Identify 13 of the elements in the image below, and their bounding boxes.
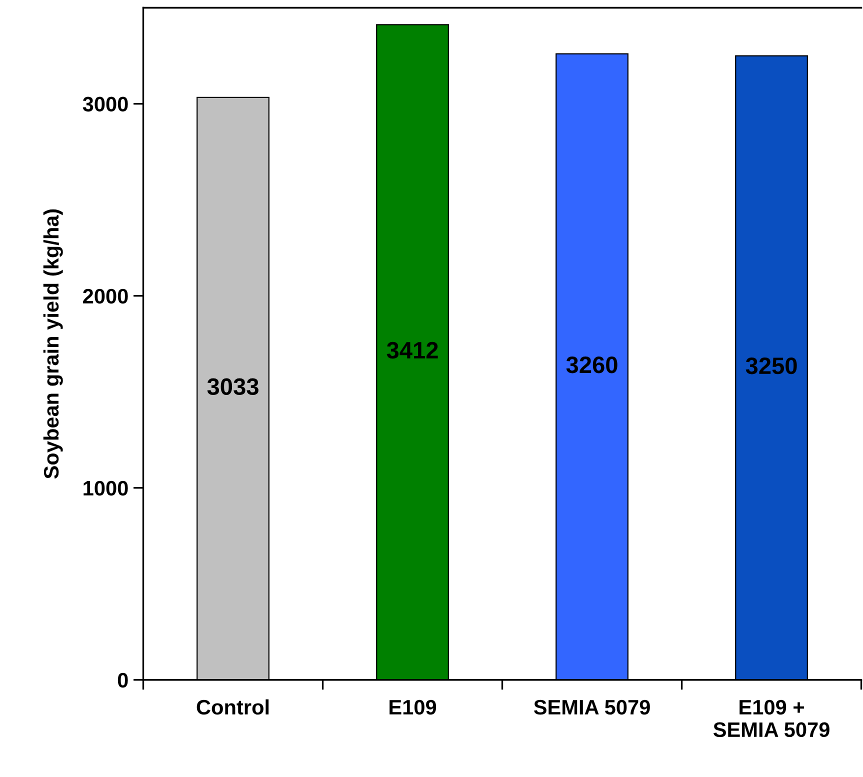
x-tick-label: E109 + SEMIA 5079 [713, 700, 830, 738]
data-label: 3260 [566, 356, 618, 374]
y-tick-label: 0 [118, 672, 128, 688]
x-tick-label: E109 [390, 700, 436, 715]
x-tick-label: SEMIA 5079 [534, 700, 650, 715]
x-tick-label: Control [196, 699, 269, 715]
y-axis-title: Soybean grain yield (kg/ha) [43, 209, 63, 479]
y-tick-label: 2000 [83, 288, 128, 304]
y-tick-label: 1000 [84, 480, 128, 496]
data-label: 3250 [746, 357, 797, 374]
data-label: 3412 [386, 342, 438, 359]
data-label: 3033 [207, 378, 258, 396]
y-tick-label: 3000 [82, 96, 128, 112]
